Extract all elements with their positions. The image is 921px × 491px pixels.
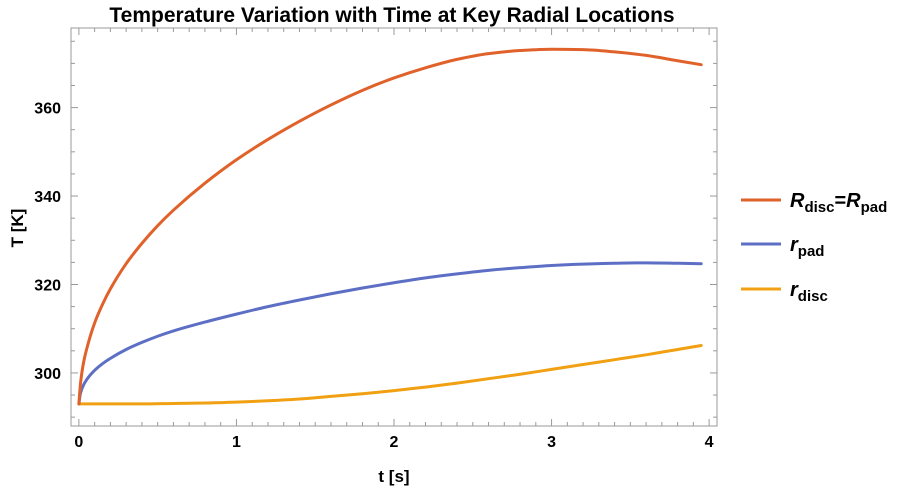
series-line-2 (77, 344, 703, 406)
legend-label: rpad (790, 234, 824, 260)
y-tick-label: 320 (34, 277, 61, 294)
x-tick-label: 3 (547, 434, 556, 451)
axis-ticks (71, 28, 717, 426)
series-line-0 (77, 47, 703, 406)
y-tick-label: 300 (34, 366, 61, 383)
legend-label: rdisc (790, 279, 828, 305)
legend: Rdisc=Rpad rpad rdisc (741, 190, 887, 305)
tick-labels: 0 1 2 3 4 300 320 340 360 (34, 101, 713, 451)
x-tick-label: 0 (74, 434, 83, 451)
plot-frame (70, 27, 718, 427)
plot-lines (77, 47, 703, 406)
x-tick-label: 4 (705, 434, 714, 451)
y-tick-label: 340 (34, 189, 61, 206)
series-line-1 (77, 261, 703, 406)
y-tick-label: 360 (34, 101, 61, 118)
legend-label: Rdisc=Rpad (790, 190, 887, 216)
chart-title: Temperature Variation with Time at Key R… (109, 4, 674, 27)
x-axis-label: t [s] (378, 467, 409, 486)
x-tick-label: 2 (390, 434, 399, 451)
x-tick-label: 1 (232, 434, 241, 451)
y-axis-label: T [K] (8, 209, 27, 248)
